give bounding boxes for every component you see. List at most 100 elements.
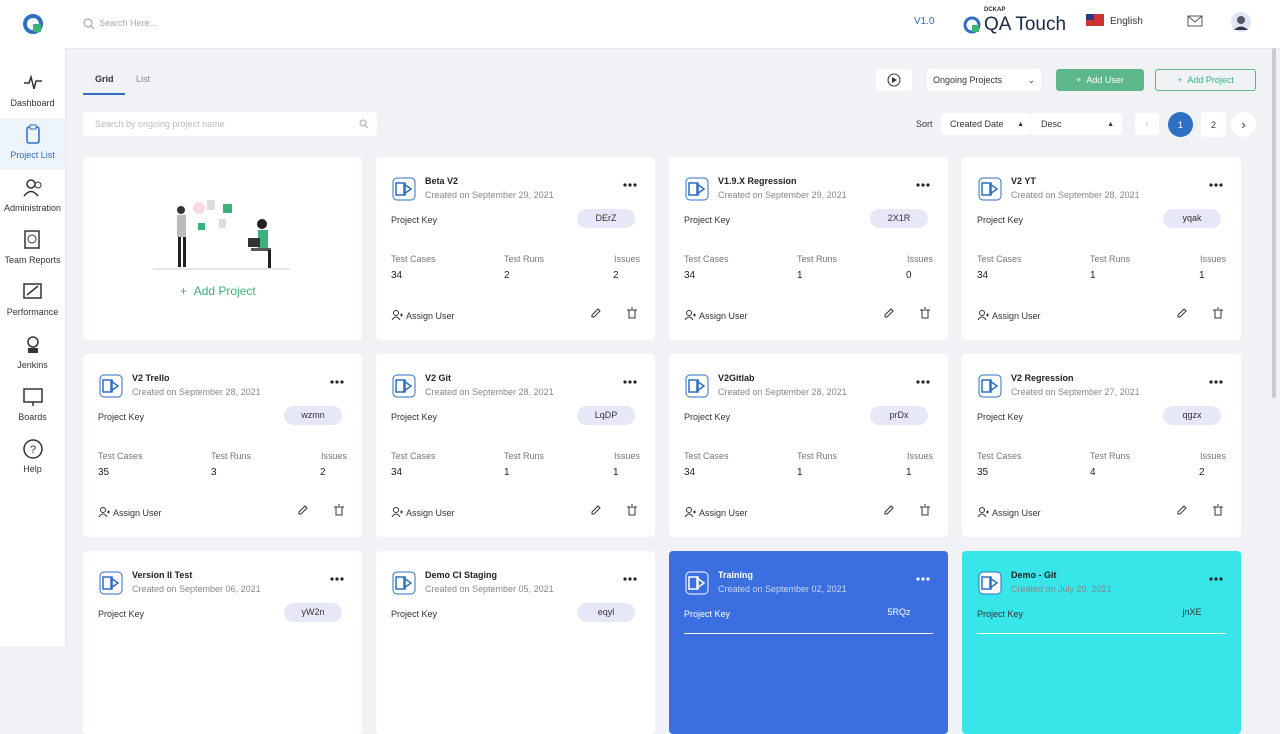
created-date: Created on September 29, 2021 xyxy=(425,190,554,200)
nav-item[interactable]: ? Help xyxy=(0,432,65,484)
nav-item[interactable]: Team Reports xyxy=(0,223,65,275)
stat-value: 2 xyxy=(320,467,326,478)
assign-user[interactable]: Assign User xyxy=(684,310,748,321)
stat-label: Test Runs xyxy=(211,451,252,461)
more-menu[interactable] xyxy=(916,376,930,386)
nav-item[interactable]: Boards xyxy=(0,380,65,432)
prev-page[interactable]: ‹ xyxy=(1135,113,1159,135)
nav-label: Project List xyxy=(10,150,55,161)
project-key-label: Project Key xyxy=(98,412,145,422)
avatar[interactable] xyxy=(1230,11,1254,35)
project-card[interactable]: V1.9.X Regression Created on September 29… xyxy=(669,157,948,340)
brand: QA Touch xyxy=(984,14,1067,35)
delete-icon[interactable] xyxy=(626,307,638,321)
stat-value: 2 xyxy=(504,270,510,281)
delete-icon[interactable] xyxy=(333,504,345,518)
stat-label: Test Cases xyxy=(977,254,1022,264)
stat-value: 34 xyxy=(684,270,696,281)
filter-select[interactable]: Ongoing Projects ⌄ xyxy=(927,69,1041,91)
project-card[interactable]: V2Gitlab Created on September 28, 2021 Pro… xyxy=(669,354,948,537)
nav-label: Administration xyxy=(3,202,62,213)
project-card[interactable]: Version II Test Created on September 06, … xyxy=(83,551,362,734)
more-menu[interactable] xyxy=(623,376,637,386)
tab[interactable]: Grid xyxy=(95,74,114,84)
nav-item[interactable]: Dashboard xyxy=(0,66,65,118)
edit-icon[interactable] xyxy=(1176,307,1188,321)
language[interactable]: English xyxy=(1110,16,1143,27)
sort-field[interactable]: Created Date ▲ xyxy=(941,113,1031,135)
more-menu[interactable] xyxy=(623,179,637,189)
stat-label: Issues xyxy=(906,254,933,264)
project-key-label: Project Key xyxy=(977,609,1024,619)
project-card[interactable]: Beta V2 Created on September 29, 2021 Proj… xyxy=(376,157,655,340)
add-project-button[interactable]: + Add Project xyxy=(1155,69,1256,91)
project-card[interactable]: Demo CI Staging Created on September 05, … xyxy=(376,551,655,734)
edit-icon[interactable] xyxy=(297,504,309,518)
stat-value: 2 xyxy=(1199,467,1205,478)
stat-value: 34 xyxy=(391,270,403,281)
stat-value: 1 xyxy=(1090,270,1096,281)
nav-item[interactable]: Administration xyxy=(0,171,65,223)
more-menu[interactable] xyxy=(1209,179,1223,189)
assign-user[interactable]: Assign User xyxy=(977,507,1041,518)
project-icon xyxy=(978,571,1002,597)
project-card[interactable]: V2 YT Created on September 28, 2021 Projec… xyxy=(962,157,1241,340)
nav-item[interactable]: Project List xyxy=(0,118,65,171)
edit-icon[interactable] xyxy=(1176,504,1188,518)
stat-label: Issues xyxy=(906,451,933,461)
stat-label: Test Runs xyxy=(1090,254,1131,264)
project-key: wzmn xyxy=(284,406,342,425)
assign-user[interactable]: Assign User xyxy=(977,310,1041,321)
play-button[interactable] xyxy=(876,69,912,91)
edit-icon[interactable] xyxy=(883,307,895,321)
stat-label: Test Cases xyxy=(684,451,729,461)
tab[interactable]: List xyxy=(136,74,151,84)
delete-icon[interactable] xyxy=(1212,504,1224,518)
add-project-card[interactable]: + Add Project xyxy=(83,157,362,340)
project-card[interactable]: V2 Git Created on September 28, 2021 Proje… xyxy=(376,354,655,537)
project-name: V2 Regression xyxy=(1011,373,1074,383)
page-button[interactable]: 1 xyxy=(1168,112,1193,137)
project-key-label: Project Key xyxy=(98,609,145,619)
logo[interactable] xyxy=(23,14,43,34)
more-menu[interactable] xyxy=(916,179,930,189)
nav-item[interactable]: Performance xyxy=(0,275,65,327)
delete-icon[interactable] xyxy=(626,504,638,518)
add-user-text: Add User xyxy=(1086,75,1124,85)
more-menu[interactable] xyxy=(623,573,637,583)
sort-order[interactable]: Desc ▲ xyxy=(1031,113,1122,135)
edit-icon[interactable] xyxy=(883,504,895,518)
project-search[interactable]: Search by ongoing project name xyxy=(83,112,377,136)
add-user-button[interactable]: + Add User xyxy=(1056,69,1144,91)
more-menu[interactable] xyxy=(1209,376,1223,386)
stat-label: Test Cases xyxy=(684,254,729,264)
header: Search Here... V1.0 DCKAP QA Touch Engli… xyxy=(0,0,1280,49)
project-card[interactable]: Training Created on September 02, 2021 Pro… xyxy=(669,551,948,734)
nav-item[interactable]: Jenkins xyxy=(0,328,65,380)
project-card[interactable]: Demo - Git Created on July 29, 2021 Projec… xyxy=(962,551,1241,734)
assign-user[interactable]: Assign User xyxy=(98,507,162,518)
more-menu[interactable] xyxy=(1209,573,1223,583)
more-menu[interactable] xyxy=(916,573,930,583)
project-card[interactable]: V2 Regression Created on September 27, 20… xyxy=(962,354,1241,537)
assign-user[interactable]: Assign User xyxy=(684,507,748,518)
project-icon xyxy=(685,571,709,597)
stat-value: 1 xyxy=(1199,270,1205,281)
delete-icon[interactable] xyxy=(919,307,931,321)
brand-small: DCKAP xyxy=(984,7,1006,13)
edit-icon[interactable] xyxy=(590,504,602,518)
page-button[interactable]: 2 xyxy=(1201,112,1226,137)
svg-text:?: ? xyxy=(29,444,35,456)
assign-user[interactable]: Assign User xyxy=(391,310,455,321)
more-menu[interactable] xyxy=(330,376,344,386)
project-card[interactable]: V2 Trello Created on September 28, 2021 Pr… xyxy=(83,354,362,537)
more-menu[interactable] xyxy=(330,573,344,583)
search-input[interactable]: Search Here... xyxy=(99,18,158,28)
delete-icon[interactable] xyxy=(1212,307,1224,321)
edit-icon[interactable] xyxy=(590,307,602,321)
mail-icon[interactable] xyxy=(1187,15,1203,27)
project-icon xyxy=(99,571,123,597)
assign-user[interactable]: Assign User xyxy=(391,507,455,518)
delete-icon[interactable] xyxy=(919,504,931,518)
next-page[interactable]: › xyxy=(1231,112,1256,137)
